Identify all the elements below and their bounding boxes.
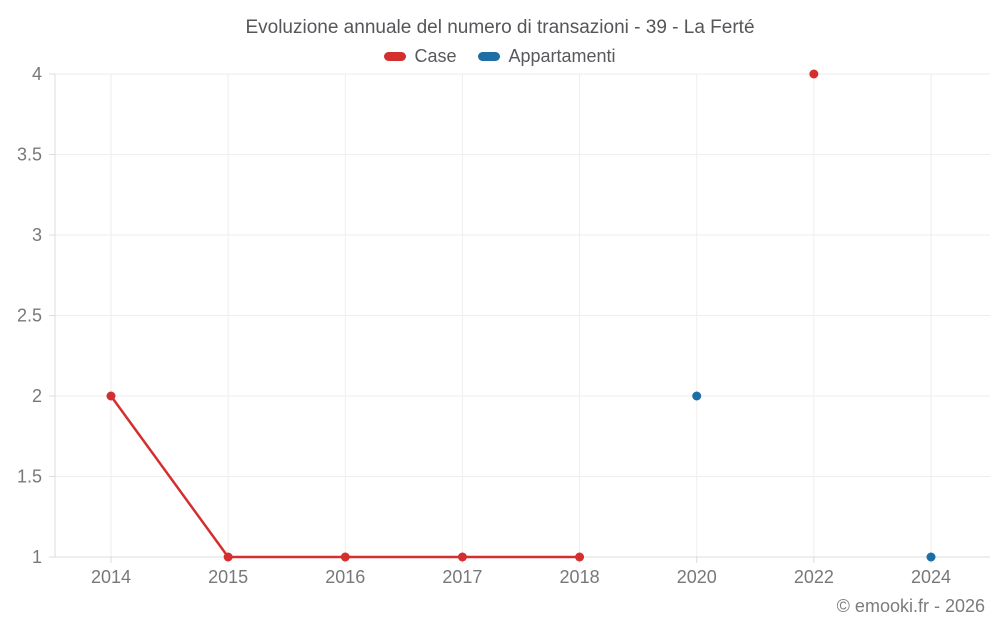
x-axis-tick-label: 2016 — [325, 567, 365, 587]
data-point-appartamenti-2020 — [692, 391, 702, 401]
x-axis-tick-label: 2022 — [794, 567, 834, 587]
data-point-case-2016 — [340, 552, 350, 562]
data-point-case-2022 — [809, 69, 819, 79]
data-point-case-2014 — [106, 391, 116, 401]
copyright-text: © emooki.fr - 2026 — [836, 596, 985, 616]
legend-item-case[interactable]: Case — [384, 46, 456, 67]
y-axis-tick-label: 1 — [32, 547, 42, 567]
legend-label-appartamenti: Appartamenti — [508, 46, 616, 66]
y-axis-tick-label: 2 — [32, 386, 42, 406]
data-point-case-2015 — [223, 552, 233, 562]
x-axis-tick-label: 2024 — [911, 567, 951, 587]
x-axis-tick-label: 2020 — [677, 567, 717, 587]
data-point-appartamenti-2024 — [926, 552, 936, 562]
x-axis-tick-label: 2015 — [208, 567, 248, 587]
y-axis-tick-label: 2.5 — [17, 306, 42, 326]
chart-legend: Case Appartamenti — [0, 46, 1000, 67]
x-axis-tick-label: 2018 — [560, 567, 600, 587]
y-axis-tick-label: 1.5 — [17, 467, 42, 487]
legend-swatch-case-icon — [384, 52, 407, 61]
y-axis-tick-label: 3.5 — [17, 145, 42, 165]
x-axis-tick-label: 2014 — [91, 567, 131, 587]
data-point-case-2018 — [575, 552, 585, 562]
chart-title: Evoluzione annuale del numero di transaz… — [245, 17, 755, 38]
legend-swatch-appartamenti-icon — [478, 52, 501, 61]
y-axis-tick-label: 3 — [32, 225, 42, 245]
legend-label-case: Case — [414, 46, 457, 66]
x-axis-tick-label: 2017 — [442, 567, 482, 587]
y-axis-tick-label: 4 — [32, 64, 42, 84]
data-point-case-2017 — [457, 552, 467, 562]
legend-item-appartamenti[interactable]: Appartamenti — [478, 46, 616, 67]
